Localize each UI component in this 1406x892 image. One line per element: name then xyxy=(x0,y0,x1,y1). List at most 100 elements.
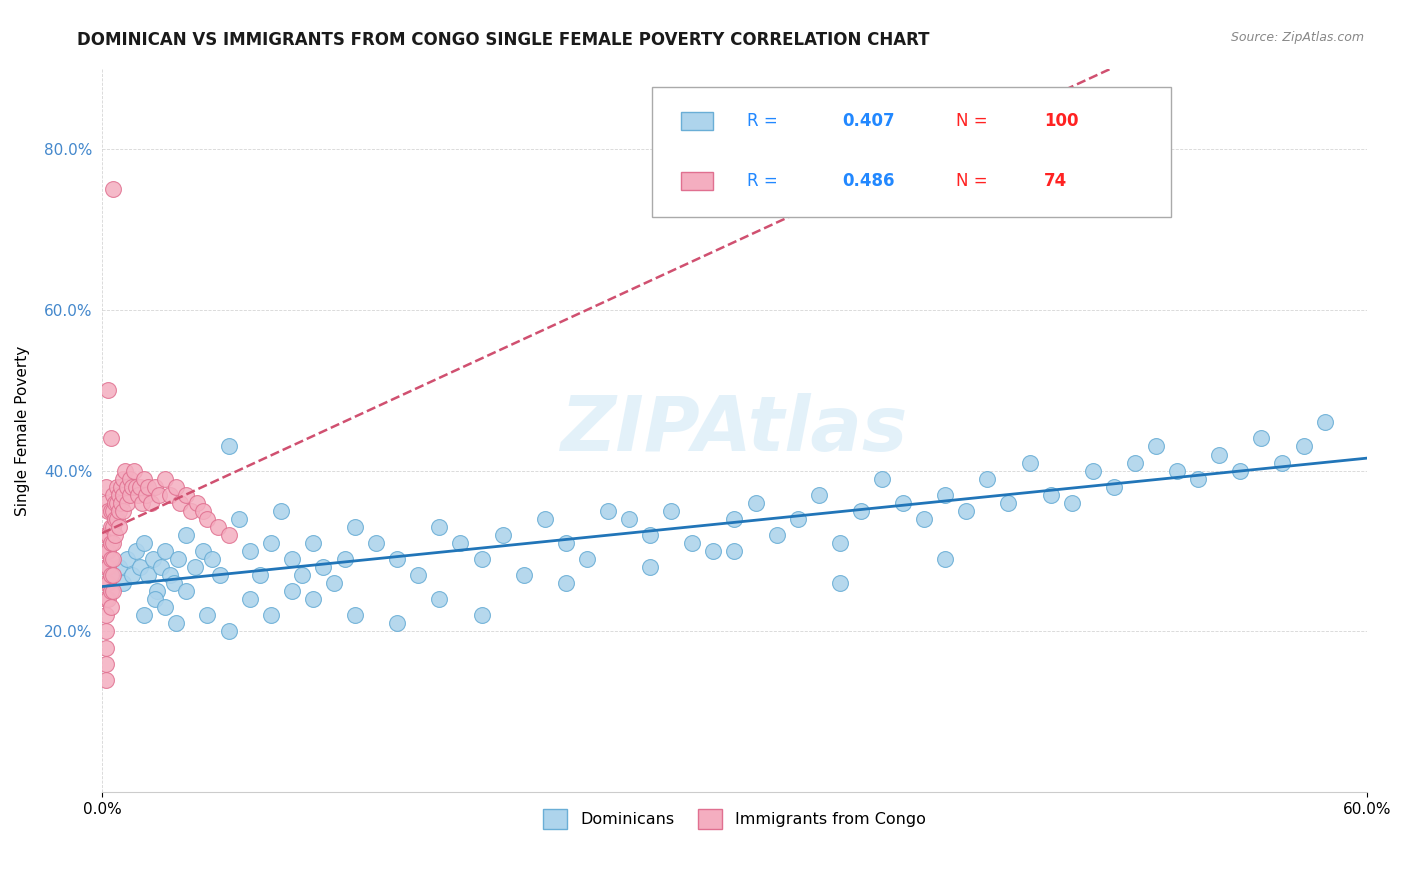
Point xyxy=(176,528,198,542)
Point xyxy=(165,480,187,494)
Point xyxy=(142,552,165,566)
Point xyxy=(723,544,745,558)
Point xyxy=(96,560,118,574)
Point xyxy=(117,496,139,510)
Point xyxy=(281,584,304,599)
Point xyxy=(1166,464,1188,478)
Point xyxy=(101,504,124,518)
Point xyxy=(197,512,219,526)
Point xyxy=(97,528,120,542)
Point xyxy=(155,600,177,615)
Point xyxy=(449,536,471,550)
Text: 100: 100 xyxy=(1045,112,1078,129)
Point xyxy=(1187,472,1209,486)
Point xyxy=(955,504,977,518)
Point xyxy=(121,480,143,494)
Point xyxy=(146,584,169,599)
Point xyxy=(1271,456,1294,470)
Point xyxy=(765,528,787,542)
Point xyxy=(807,488,830,502)
Point xyxy=(385,552,408,566)
Point xyxy=(218,624,240,639)
Point xyxy=(385,616,408,631)
FancyBboxPatch shape xyxy=(652,87,1171,217)
Point xyxy=(105,496,128,510)
Point xyxy=(744,496,766,510)
Point xyxy=(112,472,135,486)
Text: ZIPAtlas: ZIPAtlas xyxy=(561,393,908,467)
Point xyxy=(333,552,356,566)
Point xyxy=(100,568,122,582)
Point xyxy=(228,512,250,526)
Point xyxy=(135,488,157,502)
Point xyxy=(406,568,429,582)
Point xyxy=(891,496,914,510)
Point xyxy=(302,536,325,550)
Point xyxy=(193,544,215,558)
Point xyxy=(114,464,136,478)
Point xyxy=(281,552,304,566)
Point xyxy=(1102,480,1125,494)
Point xyxy=(125,480,148,494)
Point xyxy=(129,560,152,574)
Y-axis label: Single Female Poverty: Single Female Poverty xyxy=(15,345,30,516)
Text: R =: R = xyxy=(747,171,783,190)
Point xyxy=(344,520,367,534)
Point xyxy=(101,182,124,196)
Point xyxy=(260,608,283,623)
Point xyxy=(134,472,156,486)
Point xyxy=(1144,440,1167,454)
Point xyxy=(554,536,576,550)
Point xyxy=(491,528,513,542)
Point xyxy=(122,464,145,478)
Point xyxy=(934,552,956,566)
Point xyxy=(997,496,1019,510)
Point xyxy=(117,480,139,494)
Point xyxy=(143,592,166,607)
Point xyxy=(100,432,122,446)
Point xyxy=(105,480,128,494)
Point xyxy=(1039,488,1062,502)
Point xyxy=(239,544,262,558)
Point xyxy=(112,488,135,502)
Point xyxy=(512,568,534,582)
Point xyxy=(159,568,181,582)
Point xyxy=(169,496,191,510)
Point xyxy=(470,608,492,623)
Point xyxy=(533,512,555,526)
Point xyxy=(197,608,219,623)
Point xyxy=(105,512,128,526)
Point xyxy=(101,552,124,566)
Point xyxy=(101,488,124,502)
Point xyxy=(110,480,132,494)
Point xyxy=(186,496,208,510)
Text: R =: R = xyxy=(747,112,783,129)
Point xyxy=(323,576,346,591)
Text: 0.486: 0.486 xyxy=(842,171,894,190)
Point xyxy=(131,496,153,510)
Point xyxy=(870,472,893,486)
Point xyxy=(125,544,148,558)
Point xyxy=(723,512,745,526)
Point xyxy=(101,584,124,599)
Point xyxy=(100,520,122,534)
Point xyxy=(96,657,118,671)
Point xyxy=(97,592,120,607)
Point xyxy=(96,624,118,639)
Point xyxy=(96,480,118,494)
Point xyxy=(108,504,131,518)
Point xyxy=(176,584,198,599)
Point xyxy=(681,536,703,550)
Point xyxy=(167,552,190,566)
Point xyxy=(828,536,851,550)
Point xyxy=(270,504,292,518)
Point xyxy=(201,552,224,566)
Point xyxy=(150,560,173,574)
Point xyxy=(209,568,232,582)
Point xyxy=(100,536,122,550)
Point xyxy=(180,504,202,518)
Point xyxy=(1123,456,1146,470)
Point xyxy=(100,600,122,615)
Point xyxy=(260,536,283,550)
Point xyxy=(176,488,198,502)
